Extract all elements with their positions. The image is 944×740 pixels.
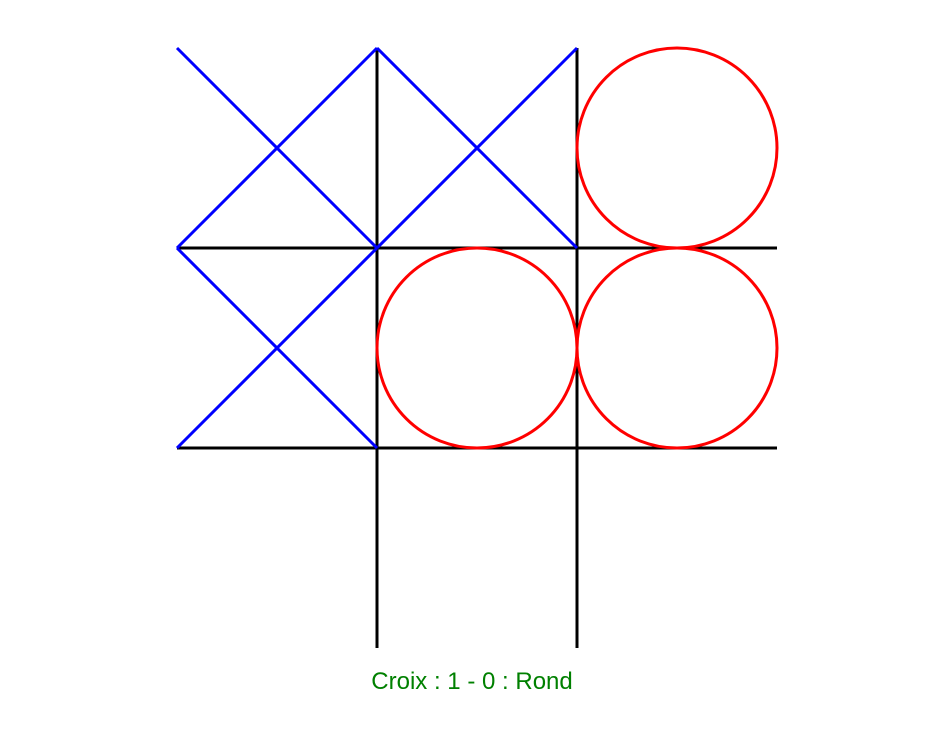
cross-mark-r0c1 — [375, 46, 579, 250]
cross-stroke-b — [175, 46, 379, 250]
circle-mark-r1c2 — [575, 246, 779, 450]
player2-score: 0 — [481, 668, 496, 695]
player1-name: Croix — [371, 668, 428, 695]
cross-stroke-b — [175, 246, 379, 450]
player2-name: Rond — [515, 668, 573, 695]
score-colon-right: : — [495, 668, 516, 695]
player1-score: 1 — [447, 668, 461, 695]
cross-mark-r1c0 — [175, 246, 379, 450]
cross-mark-r0c0 — [175, 46, 379, 250]
score-display: Croix : 1 - 0 : Rond — [0, 664, 944, 700]
score-separator: - — [460, 668, 482, 695]
score-colon-left: : — [427, 668, 448, 695]
cross-stroke-b — [375, 46, 579, 250]
circle-mark-r0c2 — [575, 46, 779, 250]
circle-mark-r1c1 — [375, 246, 579, 450]
board-marks — [175, 46, 779, 450]
